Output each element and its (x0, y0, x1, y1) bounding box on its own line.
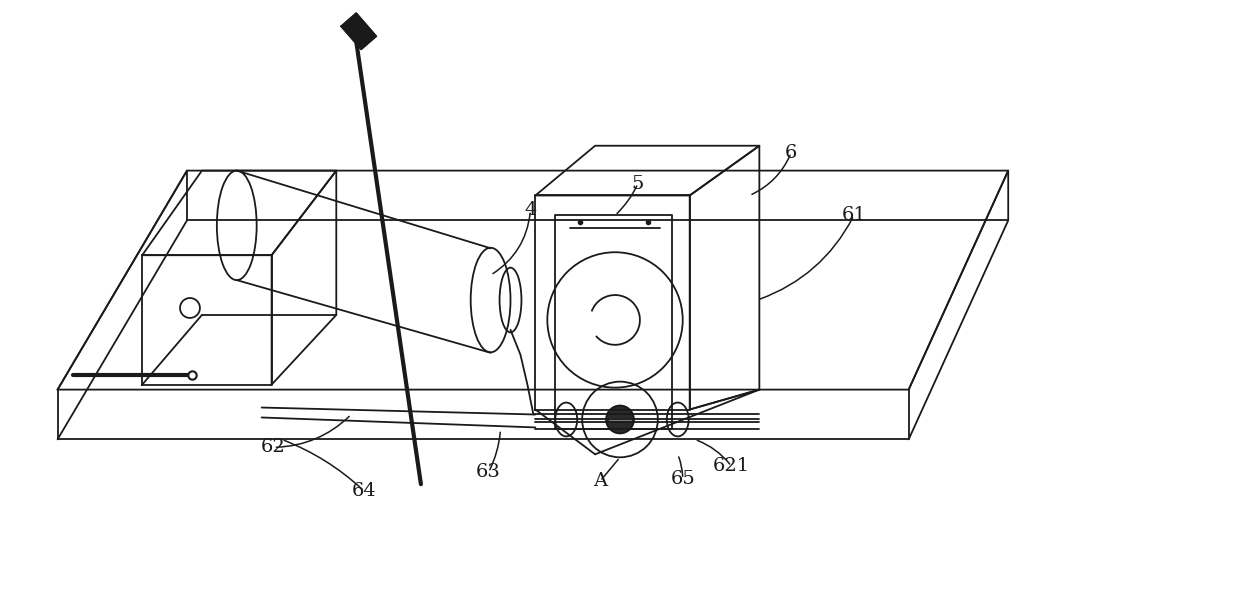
Text: 4: 4 (524, 202, 536, 219)
Polygon shape (341, 13, 377, 49)
Text: 65: 65 (670, 470, 695, 488)
Text: 5: 5 (632, 175, 644, 192)
Text: 62: 62 (261, 438, 286, 456)
Text: 61: 61 (841, 206, 866, 224)
Text: A: A (593, 472, 607, 490)
Text: 621: 621 (712, 457, 750, 475)
Circle shape (606, 406, 634, 434)
Text: 64: 64 (352, 482, 377, 500)
Text: 6: 6 (786, 144, 798, 162)
Text: 63: 63 (476, 463, 501, 481)
